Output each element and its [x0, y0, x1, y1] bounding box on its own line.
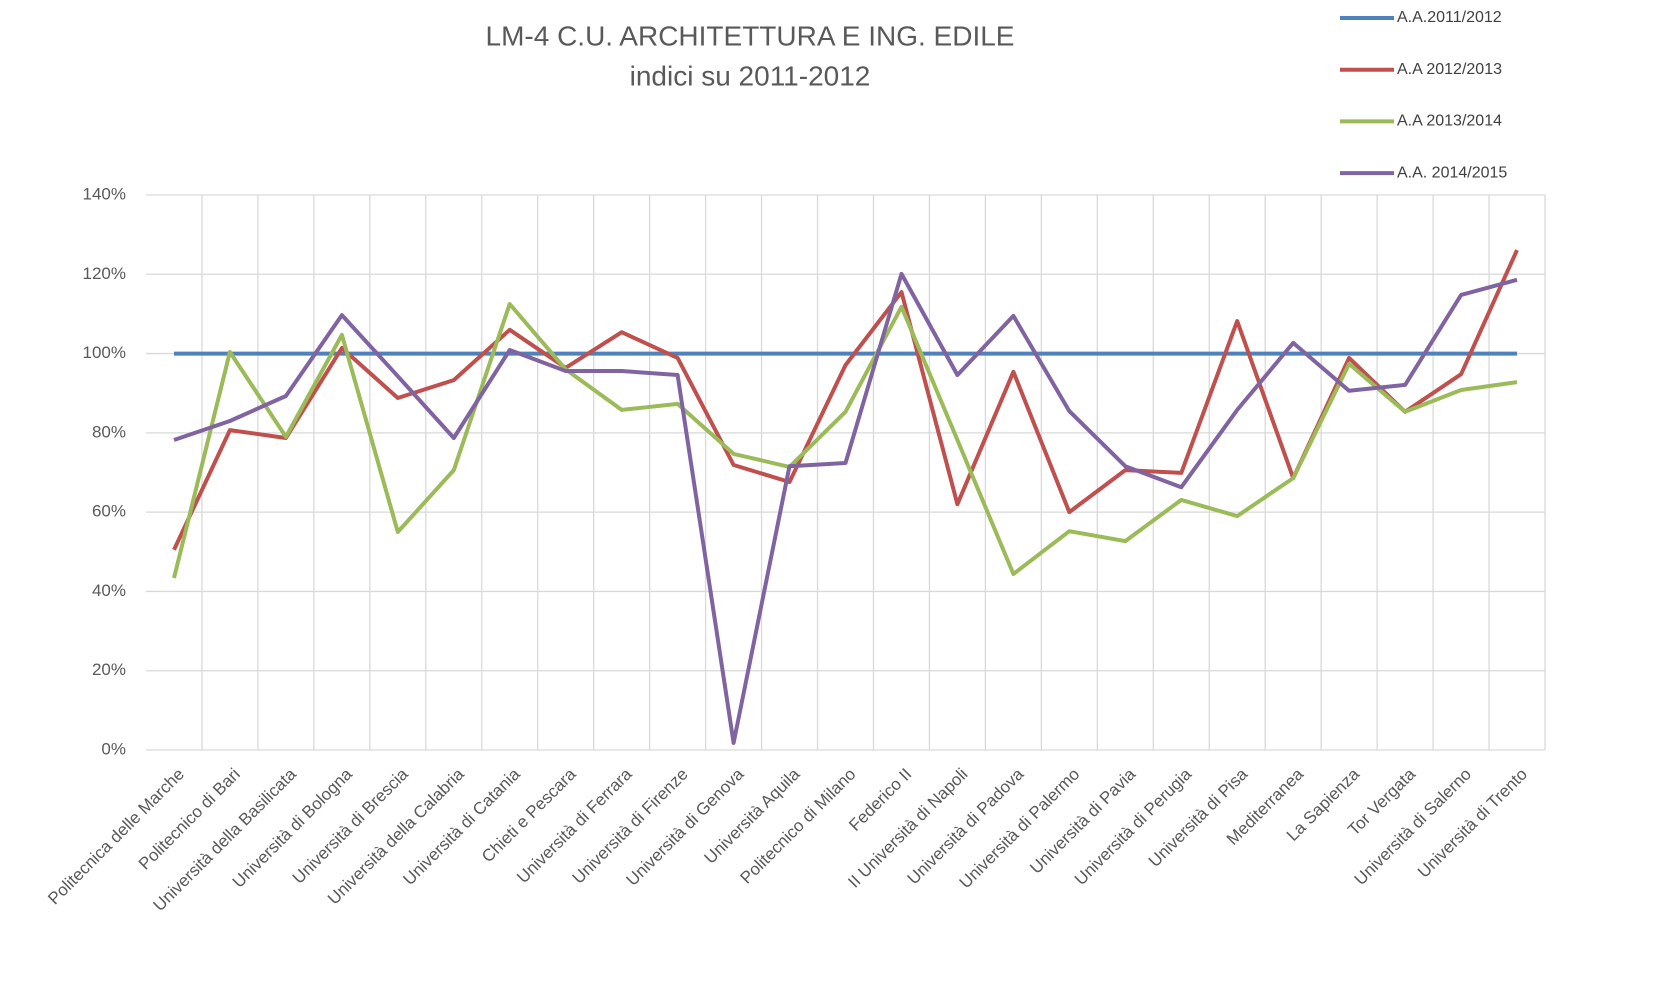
series-line — [172, 249, 1519, 551]
y-tick-label: 100% — [83, 343, 126, 362]
y-tick-label: 20% — [92, 660, 126, 679]
series-line — [172, 302, 1518, 579]
legend-label: A.A.2011/2012 — [1397, 9, 1502, 26]
y-tick-label: 140% — [83, 184, 126, 203]
y-tick-label: 40% — [92, 581, 126, 600]
x-tick-label: Università di Pisa — [1145, 764, 1252, 871]
legend-label: A.A 2013/2014 — [1397, 113, 1502, 130]
y-tick-label: 80% — [92, 422, 126, 441]
y-tick-label: 120% — [83, 264, 126, 283]
series-line — [173, 271, 1518, 745]
y-tick-label: 0% — [101, 739, 126, 758]
y-tick-label: 60% — [92, 502, 126, 521]
legend-label: A.A 2012/2013 — [1397, 61, 1502, 78]
legend-label: A.A. 2014/2015 — [1397, 164, 1507, 181]
x-tick-label: Politecnico di Bari — [135, 765, 244, 874]
x-tick-label: Chieti e Pescara — [478, 764, 580, 866]
x-tick-label: Università di Pavia — [1026, 764, 1139, 877]
x-tick-label: Università di Trento — [1414, 765, 1531, 882]
x-tick-label: Università Aquila — [701, 764, 804, 867]
chart-title: LM-4 C.U. ARCHITETTURA E ING. EDILE — [486, 20, 1015, 51]
chart-subtitle: indici su 2011-2012 — [630, 60, 871, 91]
